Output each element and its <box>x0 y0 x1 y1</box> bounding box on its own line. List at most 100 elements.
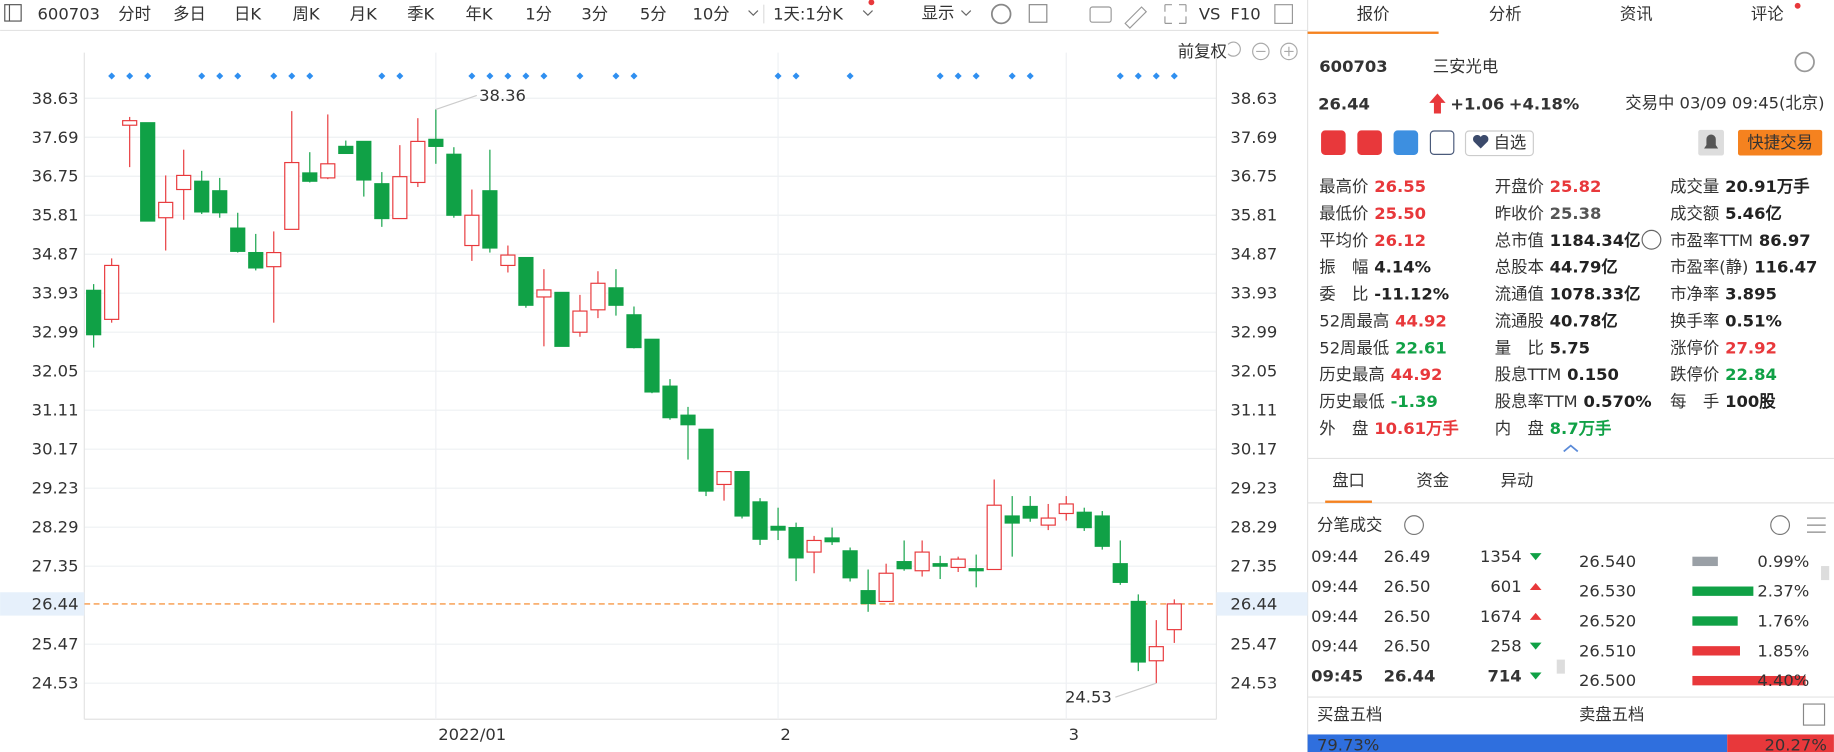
stat-item: 成交额 5.46亿 <box>1670 203 1782 222</box>
event-marker[interactable] <box>522 72 530 80</box>
period-tab[interactable]: 10分 <box>692 5 729 24</box>
panel-toggle[interactable] <box>1274 4 1293 24</box>
event-marker[interactable] <box>306 72 314 80</box>
adjust-button[interactable]: 前复权 <box>1178 42 1227 61</box>
sub-tab[interactable]: 资金 <box>1416 471 1449 490</box>
period-tab[interactable]: 1分 <box>525 5 552 24</box>
stat-value: 20.91万手 <box>1725 176 1809 195</box>
menu-icon[interactable] <box>4 4 22 22</box>
candle-body <box>968 568 984 572</box>
event-marker[interactable] <box>630 72 638 80</box>
event-marker[interactable] <box>1116 72 1124 80</box>
period-tab[interactable]: 周K <box>292 5 320 24</box>
tag-icon[interactable] <box>1429 130 1455 155</box>
period-tab[interactable]: 季K <box>407 5 435 24</box>
camera-icon[interactable] <box>1089 6 1112 23</box>
event-marker[interactable] <box>468 72 476 80</box>
panel-tab[interactable]: 报价 <box>1357 5 1390 24</box>
period-tab[interactable]: 年K <box>466 5 494 24</box>
trade-button[interactable] <box>1738 129 1823 156</box>
sub-tab[interactable]: 异动 <box>1501 471 1534 490</box>
candle-body <box>716 471 732 486</box>
zoom-out-icon[interactable] <box>1252 42 1270 61</box>
event-marker[interactable] <box>108 72 116 80</box>
zoom-in-icon[interactable] <box>1280 42 1298 61</box>
trade-price: 26.49 <box>1384 547 1431 566</box>
display-menu[interactable]: 显示 <box>922 3 955 22</box>
y-tick-label-right: 34.87 <box>1230 245 1277 264</box>
more-icon[interactable] <box>1641 229 1662 250</box>
stock-code[interactable]: 600703 <box>38 5 100 24</box>
stat-label: 52周最高 <box>1319 311 1389 330</box>
y-tick-label: 34.87 <box>32 245 79 264</box>
y-tick-label-right: 38.63 <box>1230 89 1277 108</box>
x-tick-label: 2022/01 <box>438 725 506 744</box>
panel-tab[interactable]: 分析 <box>1489 5 1522 24</box>
candle-body <box>230 227 246 252</box>
minute-select[interactable]: 1天:1分K <box>773 5 844 24</box>
event-marker[interactable] <box>792 72 800 80</box>
stat-label: 外 盘 <box>1319 419 1368 438</box>
event-marker[interactable] <box>216 72 224 80</box>
event-marker[interactable] <box>396 72 404 80</box>
trade-volume: 1674 <box>1480 607 1522 626</box>
expand-icon[interactable] <box>1802 703 1826 726</box>
period-tab[interactable]: 月K <box>350 5 378 24</box>
candle-body <box>338 145 354 155</box>
event-marker[interactable] <box>1026 72 1034 80</box>
trade-label: 快捷交易 <box>1747 133 1812 152</box>
depth-bar <box>1692 675 1806 686</box>
section-title: 卖盘五档 <box>1579 705 1644 724</box>
event-marker[interactable] <box>234 72 242 80</box>
pen-icon[interactable] <box>1124 6 1148 29</box>
event-marker[interactable] <box>1170 72 1178 80</box>
period-tab[interactable]: 3分 <box>581 5 608 24</box>
more-icon[interactable] <box>1770 515 1791 536</box>
stat-label: 平均价 <box>1319 230 1368 249</box>
fullscreen-icon[interactable] <box>1164 4 1187 24</box>
depth-bar <box>1692 586 1754 596</box>
event-marker[interactable] <box>1152 72 1160 80</box>
stat-label: 流通股 <box>1495 311 1544 330</box>
event-marker[interactable] <box>288 72 296 80</box>
vs-button[interactable]: VS <box>1199 5 1221 24</box>
event-marker[interactable] <box>846 72 854 80</box>
event-marker[interactable] <box>270 72 278 80</box>
panel-tab[interactable]: 评论 <box>1751 5 1784 24</box>
y-tick-label: 30.17 <box>32 440 79 459</box>
undo-icon[interactable] <box>1227 41 1241 57</box>
tag-icon[interactable] <box>1321 130 1346 155</box>
event-marker[interactable] <box>936 72 944 80</box>
event-marker[interactable] <box>504 72 512 80</box>
list-icon[interactable] <box>1807 517 1826 533</box>
period-tab[interactable]: 多日 <box>173 5 206 24</box>
stat-label: 昨收价 <box>1495 203 1544 222</box>
event-marker[interactable] <box>576 72 584 80</box>
candle-body <box>212 190 228 214</box>
period-tab[interactable]: 分时 <box>118 5 151 24</box>
event-marker[interactable] <box>1008 72 1016 80</box>
settings-icon[interactable] <box>1794 51 1815 73</box>
tag-icon[interactable] <box>1393 130 1419 155</box>
info-icon[interactable] <box>1404 515 1424 536</box>
checkbox-icon[interactable] <box>1028 4 1048 23</box>
panel-tab[interactable]: 资讯 <box>1620 5 1653 24</box>
event-marker[interactable] <box>774 72 782 80</box>
f10-button[interactable]: F10 <box>1230 5 1260 24</box>
event-marker[interactable] <box>612 72 620 80</box>
event-marker[interactable] <box>144 72 152 80</box>
period-tab[interactable]: 日K <box>234 5 262 24</box>
event-marker[interactable] <box>972 72 980 80</box>
period-tab[interactable]: 5分 <box>640 5 667 24</box>
stat-value: 27.92 <box>1725 338 1777 357</box>
y-tick-label-right: 37.69 <box>1230 128 1277 147</box>
event-marker[interactable] <box>378 72 386 80</box>
settings-icon[interactable] <box>990 3 1012 25</box>
event-marker[interactable] <box>1134 72 1142 80</box>
event-marker[interactable] <box>486 72 494 80</box>
sub-tab[interactable]: 盘口 <box>1332 471 1365 490</box>
tag-icon[interactable] <box>1357 130 1382 155</box>
collapse-caret[interactable] <box>1563 444 1579 453</box>
event-marker[interactable] <box>954 72 962 80</box>
